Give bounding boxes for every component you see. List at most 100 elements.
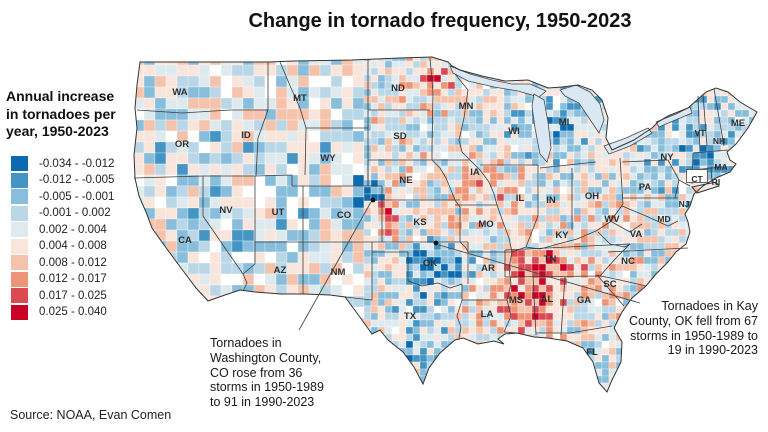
great-lake <box>655 106 693 128</box>
legend-item: 0.008 - 0.012 <box>6 255 138 272</box>
state-label-OH: OH <box>585 191 599 202</box>
legend-item-label: 0.012 - 0.017 <box>39 273 107 286</box>
state-label-CO: CO <box>337 210 351 221</box>
state-label-ND: ND <box>391 83 405 94</box>
legend-swatch <box>11 255 28 271</box>
state-border <box>697 95 701 153</box>
state-border <box>702 93 708 147</box>
legend-swatch <box>11 172 28 188</box>
state-label-KY: KY <box>555 230 569 241</box>
legend-item: 0.025 - 0.040 <box>6 304 138 321</box>
legend-item: 0.004 - 0.008 <box>6 238 138 255</box>
state-border <box>202 176 244 275</box>
state-border <box>525 165 539 248</box>
state-label-VT: VT <box>695 128 707 138</box>
state-border <box>429 57 434 160</box>
state-label-NE: NE <box>399 175 412 186</box>
state-label-WI: WI <box>508 126 520 137</box>
state-label-box-CT <box>686 169 708 183</box>
state-label-MA: MA <box>714 162 727 172</box>
state-border <box>469 159 498 206</box>
legend-item-label: 0.017 - 0.025 <box>39 289 107 302</box>
state-border <box>459 241 469 253</box>
state-label-SD: SD <box>393 131 406 142</box>
state-label-AL: AL <box>541 294 554 305</box>
legend-swatch <box>11 238 28 254</box>
legend-swatch <box>11 288 28 304</box>
state-border <box>304 127 307 176</box>
state-label-LA: LA <box>481 309 494 320</box>
state-label-NY: NY <box>660 152 674 163</box>
state-label-TN: TN <box>544 254 557 265</box>
annotation-washington-county: Tornadoes in Washington County, CO rose … <box>210 336 324 410</box>
legend-item-label: 0.008 - 0.012 <box>39 256 107 269</box>
state-border <box>511 246 527 253</box>
state-border <box>136 109 268 114</box>
state-label-AR: AR <box>481 263 495 274</box>
state-border <box>133 174 293 179</box>
state-label-MI: MI <box>559 117 570 128</box>
state-label-MO: MO <box>478 219 493 230</box>
state-label-VA: VA <box>630 229 643 240</box>
state-label-UT: UT <box>272 207 285 218</box>
legend-swatch <box>11 156 28 172</box>
state-border <box>611 221 643 233</box>
state-border <box>693 149 729 154</box>
annotation-dot-washington-county-co <box>370 197 376 203</box>
state-label-ME: ME <box>731 118 745 129</box>
state-border <box>407 280 463 289</box>
state-label-TX: TX <box>404 311 417 322</box>
state-border <box>279 61 307 129</box>
state-border <box>525 203 624 250</box>
state-border <box>713 88 725 147</box>
legend-swatch <box>11 205 28 221</box>
annotation-leader-kay-county-ok <box>438 244 641 304</box>
state-border <box>607 247 689 253</box>
state-border <box>242 273 248 292</box>
state-border <box>621 205 679 227</box>
state-label-MN: MN <box>459 101 474 112</box>
great-lake <box>449 65 547 98</box>
state-border <box>595 274 647 287</box>
legend-item-label: 0.025 - 0.040 <box>39 306 107 319</box>
state-label-FL: FL <box>586 347 598 358</box>
state-border <box>678 179 691 187</box>
legend-swatch <box>11 189 28 205</box>
great-lake <box>531 93 552 163</box>
state-border <box>619 157 624 205</box>
legend-item: -0.001 - 0.002 <box>6 205 138 222</box>
page-title: Change in tornado frequency, 1950-2023 <box>248 10 632 32</box>
legend-item-label: 0.004 - 0.008 <box>39 240 107 253</box>
state-label-CT: CT <box>691 174 703 184</box>
legend-item-label: -0.012 - -0.005 <box>39 174 115 187</box>
state-label-WY: WY <box>320 153 336 164</box>
state-border <box>255 62 269 177</box>
legend-swatch <box>11 304 28 320</box>
state-label-MD: MD <box>657 214 670 224</box>
state-border <box>454 73 471 161</box>
state-label-OR: OR <box>175 139 189 150</box>
legend-item: 0.012 - 0.017 <box>6 271 138 288</box>
state-label-ID: ID <box>241 130 251 141</box>
state-border <box>503 299 512 333</box>
state-label-KS: KS <box>413 217 426 228</box>
state-border <box>506 251 513 301</box>
state-label-NC: NC <box>621 256 635 267</box>
state-label-RI: RI <box>712 177 721 187</box>
legend-item: -0.012 - -0.005 <box>6 172 138 189</box>
annotation-leader-washington-county-co <box>298 201 372 331</box>
state-label-IA: IA <box>470 167 480 178</box>
state-border <box>597 275 625 307</box>
annotation-kay-county: Tornadoes in Kay County, OK fell from 67… <box>629 299 758 358</box>
state-label-NJ: NJ <box>679 199 690 209</box>
state-border <box>242 242 256 275</box>
state-border <box>456 299 463 339</box>
state-label-IL: IL <box>516 193 525 204</box>
annotation-dot-kay-county-ok <box>433 240 439 246</box>
state-border <box>597 231 631 248</box>
legend-item-label: 0.002 - 0.004 <box>39 223 107 236</box>
legend-item: 0.002 - 0.004 <box>6 222 138 239</box>
state-border <box>454 199 461 242</box>
